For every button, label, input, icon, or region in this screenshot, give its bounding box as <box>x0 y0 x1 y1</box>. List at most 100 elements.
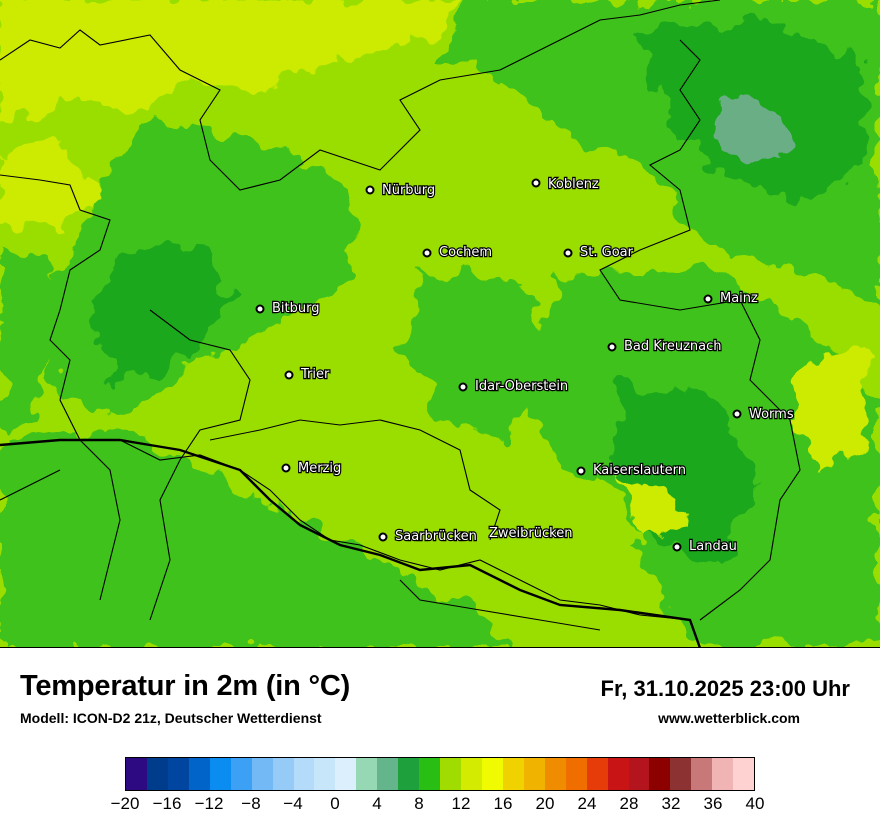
city-koblenz[interactable]: Koblenz <box>531 176 600 193</box>
border-line <box>0 469 61 501</box>
city-bad-kreuznach[interactable]: Bad Kreuznach <box>607 338 723 355</box>
legend-tick-label: 20 <box>535 794 555 813</box>
border-line <box>599 39 801 621</box>
city-dot <box>732 409 742 419</box>
legend-color-cell <box>712 758 734 790</box>
border-line <box>209 419 501 541</box>
legend-color-cell <box>440 758 461 790</box>
forecast-datetime: Fr, 31.10.2025 23:00 Uhr <box>600 676 851 701</box>
legend-color-cell <box>628 758 650 790</box>
field-yellow-south <box>620 480 690 540</box>
city-label: Landau <box>689 539 737 554</box>
legend-color-cell <box>377 758 399 790</box>
city-label: Merzig <box>298 461 341 476</box>
legend-color-cell <box>167 758 189 790</box>
legend-tick-label: 28 <box>619 794 639 813</box>
legend-tick-label: −8 <box>241 794 261 813</box>
legend-color-cell <box>209 758 231 790</box>
city-merzig[interactable]: Merzig <box>281 460 342 477</box>
legend-color-cell <box>565 758 587 790</box>
website-link[interactable]: www.wetterblick.com <box>658 710 800 726</box>
temperature-fields <box>0 0 880 647</box>
legend-tick-label: 8 <box>414 794 424 813</box>
legend-color-cell <box>230 758 252 790</box>
city-label: Worms <box>749 407 794 422</box>
legend-color-cell <box>314 758 336 790</box>
city-markers: Nürburg Koblenz Cochem St. Goar Mainz Bi… <box>255 176 795 555</box>
state-borders <box>0 0 801 647</box>
city-idar-oberstein[interactable]: Idar-Oberstein <box>458 378 569 395</box>
border-line <box>399 579 601 631</box>
city-label: Bitburg <box>272 301 320 316</box>
legend-color-cell <box>607 758 629 790</box>
city-label: Bad Kreuznach <box>624 339 722 354</box>
city-st-goar[interactable]: St. Goar <box>563 244 635 261</box>
legend-color-cell <box>335 758 357 790</box>
city-label: Saarbrücken <box>395 529 477 544</box>
legend-color-cell <box>188 758 210 790</box>
city-worms[interactable]: Worms <box>732 406 795 423</box>
legend-tick-label: −12 <box>194 794 224 813</box>
city-label: Mainz <box>720 291 758 306</box>
legend-tick-label: 16 <box>493 794 513 813</box>
temperature-map: Nürburg Koblenz Cochem St. Goar Mainz Bi… <box>0 0 880 648</box>
city-bitburg[interactable]: Bitburg <box>255 300 321 317</box>
field-deepgreen-eifel <box>90 240 230 380</box>
legend-tick-label: −4 <box>283 794 303 813</box>
city-dot <box>422 248 432 258</box>
city-nuerburg[interactable]: Nürburg <box>365 182 436 199</box>
city-landau[interactable]: Landau <box>672 538 738 555</box>
legend-color-cell <box>126 758 147 790</box>
legend-tick-label: 40 <box>745 794 765 813</box>
city-dot <box>281 463 291 473</box>
city-label: Nürburg <box>382 183 435 198</box>
border-line <box>149 309 251 621</box>
legend-color-cell <box>293 758 315 790</box>
city-kaiserslautern[interactable]: Kaiserslautern <box>576 462 687 479</box>
city-label: Koblenz <box>548 177 599 192</box>
city-dot <box>365 185 375 195</box>
border-line <box>39 179 121 601</box>
map-title: Temperatur in 2m (in °C) <box>20 670 351 702</box>
legend-color-cell <box>649 758 671 790</box>
field-teal-cold <box>715 100 790 165</box>
color-scale-legend <box>125 757 755 791</box>
legend-color-cell <box>691 758 713 790</box>
city-dot <box>531 178 541 188</box>
city-cochem[interactable]: Cochem <box>422 244 493 261</box>
legend-color-cell <box>670 758 692 790</box>
city-dot <box>284 370 294 380</box>
legend-color-cell <box>502 758 524 790</box>
city-label: Kaiserslautern <box>593 463 686 478</box>
legend-tick-label: −20 <box>110 794 140 813</box>
country-border <box>0 438 701 647</box>
field-light-saar <box>270 350 440 470</box>
city-dot <box>378 532 388 542</box>
legend-color-cell <box>398 758 420 790</box>
city-zweibruecken[interactable]: Zweibrücken <box>488 525 574 542</box>
map-canvas: Nürburg Koblenz Cochem St. Goar Mainz Bi… <box>0 0 880 647</box>
legend-color-cell <box>272 758 294 790</box>
legend-color-cell <box>523 758 545 790</box>
field-yellow-west <box>0 140 100 230</box>
city-mainz[interactable]: Mainz <box>703 290 759 307</box>
legend-tick-label: 12 <box>451 794 471 813</box>
city-dot <box>703 294 713 304</box>
legend-color-cell <box>544 758 566 790</box>
field-darkgreen-hunsrueck <box>400 270 560 440</box>
city-dot <box>607 342 617 352</box>
field-darkgreen-south <box>0 430 519 647</box>
legend-color-cell <box>419 758 441 790</box>
border-line <box>0 0 721 191</box>
city-dot <box>458 382 468 392</box>
model-info: Modell: ICON-D2 21z, Deutscher Wetterdie… <box>20 710 322 726</box>
country-border-line <box>0 438 701 647</box>
city-label: Idar-Oberstein <box>475 379 568 394</box>
city-label: Trier <box>300 367 330 382</box>
city-label: St. Goar <box>580 245 634 260</box>
city-saarbruecken[interactable]: Saarbrücken <box>378 528 478 545</box>
city-trier[interactable]: Trier <box>284 366 331 383</box>
legend-tick-label: 0 <box>330 794 340 813</box>
city-label: Zweibrücken <box>489 526 572 541</box>
legend-color-cell <box>461 758 482 790</box>
